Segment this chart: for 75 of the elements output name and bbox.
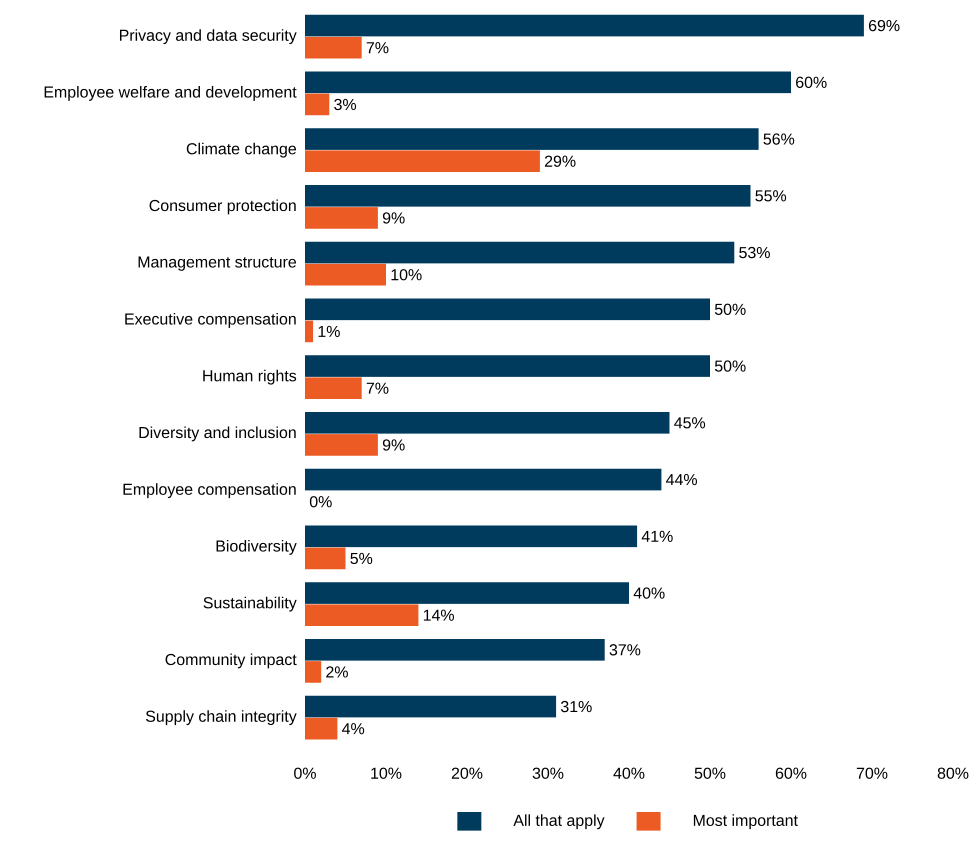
data-label: 3% bbox=[334, 98, 356, 110]
data-label: 45% bbox=[674, 417, 706, 428]
bar bbox=[305, 298, 710, 320]
data-label: 1% bbox=[318, 326, 340, 338]
bar bbox=[305, 548, 346, 570]
y-tick-label: Community impact bbox=[166, 653, 297, 668]
bar bbox=[305, 468, 662, 490]
y-tick-label: Executive compensation bbox=[125, 312, 296, 328]
data-label: 44% bbox=[666, 474, 697, 486]
data-label: 10% bbox=[391, 269, 422, 280]
data-label: 14% bbox=[424, 610, 454, 621]
y-tick-label: Diversity and inclusion bbox=[139, 426, 296, 442]
bar bbox=[305, 264, 386, 286]
y-tick-label: Employee compensation bbox=[124, 483, 296, 498]
bar bbox=[305, 582, 629, 604]
bar bbox=[305, 661, 322, 683]
x-tick-label: 10% bbox=[371, 768, 402, 779]
x-tick-label: 60% bbox=[776, 768, 806, 779]
x-tick-label: 30% bbox=[532, 768, 564, 779]
y-tick-label: Employee welfare and development bbox=[44, 86, 297, 101]
data-label: 31% bbox=[560, 700, 592, 712]
data-label: 40% bbox=[634, 587, 665, 599]
bar bbox=[305, 185, 750, 207]
y-tick-label: Privacy and data security bbox=[120, 29, 297, 44]
bar bbox=[305, 355, 710, 377]
bar bbox=[305, 207, 378, 229]
data-label: 56% bbox=[764, 133, 794, 145]
x-tick-label: 20% bbox=[452, 768, 482, 779]
y-tick-label: Consumer protection bbox=[150, 199, 296, 214]
legend-label: All that apply bbox=[513, 814, 605, 830]
data-label: 29% bbox=[544, 156, 576, 167]
bar bbox=[305, 150, 540, 172]
bar bbox=[305, 94, 330, 116]
data-label: 53% bbox=[739, 246, 770, 258]
bar bbox=[305, 639, 605, 661]
bar bbox=[305, 36, 362, 58]
bar bbox=[305, 604, 418, 626]
bar bbox=[305, 72, 791, 94]
data-label: 5% bbox=[350, 552, 372, 564]
bar bbox=[305, 412, 670, 434]
bar bbox=[305, 320, 314, 342]
y-tick-label: Biodiversity bbox=[216, 540, 297, 555]
bar bbox=[305, 434, 378, 456]
y-tick-label: Supply chain integrity bbox=[146, 710, 297, 726]
data-label: 55% bbox=[755, 190, 786, 202]
bar bbox=[305, 242, 734, 264]
data-label: 9% bbox=[382, 439, 405, 451]
bar bbox=[305, 377, 362, 399]
data-label: 50% bbox=[714, 304, 746, 315]
x-tick-label: 70% bbox=[856, 768, 888, 779]
x-tick-label: 0% bbox=[294, 768, 316, 779]
y-tick-label: Sustainability bbox=[204, 596, 297, 612]
y-tick-label: Human rights bbox=[203, 370, 296, 385]
x-tick-label: 50% bbox=[694, 768, 726, 779]
data-label: 4% bbox=[342, 723, 364, 734]
data-label: 60% bbox=[796, 76, 827, 88]
data-label: 37% bbox=[610, 644, 640, 656]
data-label: 69% bbox=[868, 20, 900, 32]
bar bbox=[305, 128, 759, 150]
legend-label: Most important bbox=[694, 814, 798, 830]
data-label: 7% bbox=[366, 382, 388, 394]
data-label: 9% bbox=[382, 212, 405, 224]
bar bbox=[305, 526, 638, 548]
bar bbox=[305, 14, 864, 36]
data-label: 41% bbox=[642, 530, 673, 542]
x-tick-label: 40% bbox=[613, 768, 644, 779]
bar bbox=[305, 696, 556, 718]
data-label: 50% bbox=[714, 360, 746, 372]
data-label: 2% bbox=[326, 666, 348, 678]
data-label: 7% bbox=[366, 42, 388, 54]
x-tick-label: 80% bbox=[938, 768, 968, 779]
data-label: 0% bbox=[310, 496, 332, 508]
bar bbox=[305, 718, 338, 740]
y-tick-label: Climate change bbox=[186, 142, 296, 158]
y-tick-label: Management structure bbox=[138, 256, 296, 271]
